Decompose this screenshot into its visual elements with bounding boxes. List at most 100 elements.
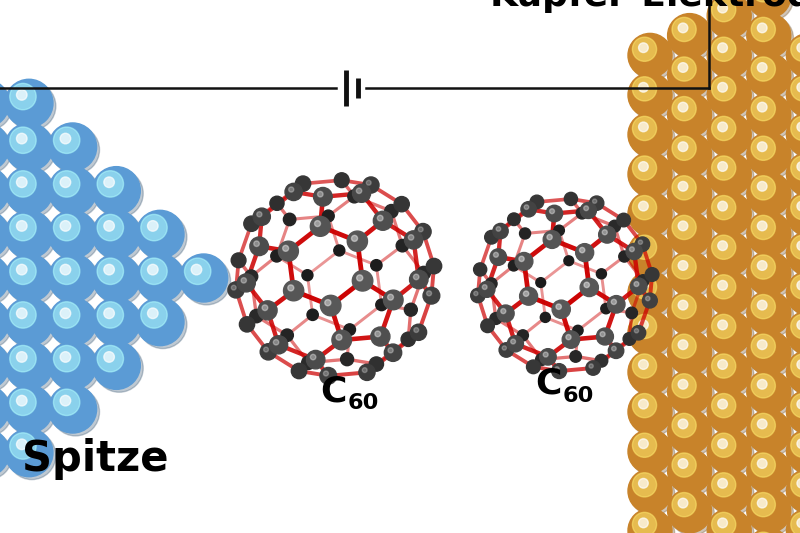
Circle shape [600, 332, 605, 337]
Circle shape [747, 172, 790, 216]
Circle shape [670, 214, 714, 259]
Circle shape [5, 341, 53, 390]
Circle shape [638, 241, 648, 251]
Circle shape [307, 309, 318, 320]
Circle shape [630, 313, 674, 357]
Circle shape [17, 308, 27, 319]
Circle shape [789, 392, 800, 437]
Circle shape [628, 192, 672, 236]
Circle shape [628, 73, 672, 117]
Circle shape [707, 311, 751, 354]
Circle shape [797, 241, 800, 251]
Circle shape [707, 469, 751, 513]
Circle shape [10, 171, 36, 197]
Circle shape [356, 188, 362, 193]
Circle shape [751, 57, 775, 81]
Circle shape [387, 294, 394, 300]
Circle shape [54, 127, 80, 154]
Circle shape [667, 251, 712, 295]
Circle shape [60, 177, 70, 188]
Circle shape [482, 285, 487, 289]
Circle shape [747, 409, 790, 454]
Circle shape [104, 308, 114, 319]
Circle shape [474, 263, 486, 276]
Circle shape [5, 79, 53, 127]
Circle shape [17, 177, 27, 188]
Circle shape [474, 292, 478, 296]
Circle shape [707, 350, 751, 394]
Circle shape [786, 34, 800, 77]
Circle shape [5, 429, 53, 477]
Circle shape [646, 296, 650, 301]
Circle shape [278, 241, 298, 261]
Circle shape [630, 511, 674, 533]
Circle shape [310, 354, 316, 360]
Circle shape [241, 278, 246, 283]
Circle shape [182, 257, 230, 305]
Circle shape [710, 472, 754, 515]
Circle shape [0, 385, 10, 433]
Circle shape [790, 433, 800, 457]
Circle shape [712, 433, 736, 457]
Circle shape [628, 508, 672, 533]
Circle shape [95, 169, 143, 217]
Circle shape [751, 295, 775, 319]
Circle shape [672, 255, 696, 279]
Circle shape [136, 254, 184, 302]
Circle shape [54, 345, 80, 372]
Circle shape [667, 291, 712, 335]
Circle shape [758, 102, 767, 112]
Circle shape [519, 228, 530, 239]
Circle shape [104, 352, 114, 362]
Circle shape [0, 211, 10, 259]
Circle shape [789, 313, 800, 357]
Circle shape [630, 76, 674, 119]
Circle shape [10, 214, 36, 241]
Circle shape [0, 388, 12, 436]
Circle shape [678, 379, 688, 389]
Circle shape [334, 245, 345, 256]
Circle shape [54, 214, 80, 241]
Circle shape [362, 368, 367, 373]
Circle shape [712, 196, 736, 220]
Circle shape [8, 388, 56, 436]
Circle shape [418, 227, 423, 232]
Circle shape [789, 76, 800, 119]
Circle shape [632, 37, 657, 61]
Circle shape [383, 290, 403, 310]
Circle shape [751, 18, 775, 42]
Circle shape [10, 302, 36, 328]
Circle shape [789, 36, 800, 80]
Circle shape [750, 531, 794, 533]
Circle shape [258, 301, 277, 320]
Circle shape [718, 479, 727, 488]
Circle shape [0, 257, 12, 305]
Circle shape [758, 261, 767, 270]
Circle shape [718, 201, 727, 211]
Circle shape [750, 333, 794, 377]
Circle shape [786, 152, 800, 196]
Circle shape [523, 291, 529, 296]
Text: Spitze: Spitze [22, 438, 169, 480]
Circle shape [262, 305, 268, 311]
Circle shape [630, 472, 674, 515]
Circle shape [786, 192, 800, 236]
Circle shape [632, 393, 657, 418]
Circle shape [630, 155, 674, 199]
Circle shape [789, 195, 800, 238]
Circle shape [672, 492, 696, 516]
Circle shape [630, 353, 674, 397]
Circle shape [718, 360, 727, 369]
Circle shape [92, 211, 140, 259]
Circle shape [628, 350, 672, 394]
Circle shape [628, 390, 672, 434]
Circle shape [628, 34, 672, 77]
Circle shape [17, 221, 27, 231]
Circle shape [8, 344, 56, 392]
Circle shape [667, 132, 712, 176]
Circle shape [590, 196, 604, 211]
Circle shape [786, 112, 800, 157]
Circle shape [672, 374, 696, 398]
Circle shape [790, 274, 800, 299]
Circle shape [750, 56, 794, 100]
